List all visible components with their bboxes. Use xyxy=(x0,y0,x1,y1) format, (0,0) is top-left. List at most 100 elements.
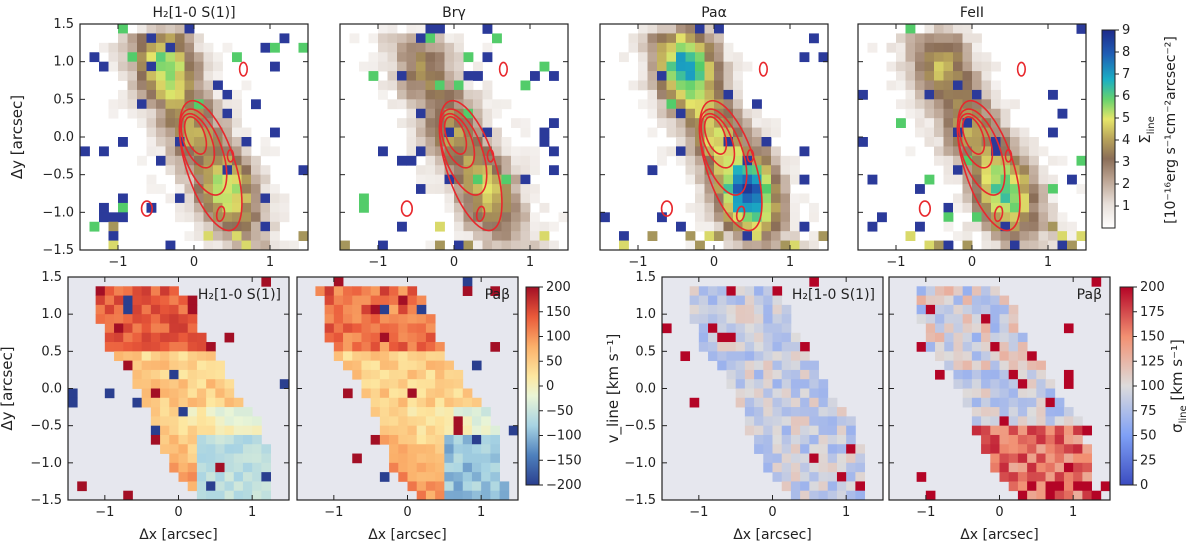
pixel xyxy=(761,127,772,138)
pixel xyxy=(695,240,705,251)
pixel xyxy=(289,240,299,251)
pixel xyxy=(118,61,128,72)
pixel xyxy=(406,33,417,44)
pixel xyxy=(1063,425,1074,436)
pixel xyxy=(215,416,225,427)
pixel xyxy=(962,351,973,362)
pixel xyxy=(407,416,418,427)
colorbar-gradient xyxy=(525,286,540,486)
pixel xyxy=(800,397,810,408)
pixel xyxy=(444,453,454,464)
pixel xyxy=(800,472,810,482)
pixel xyxy=(971,351,982,362)
pixel xyxy=(1063,453,1074,464)
pixel xyxy=(194,61,204,72)
pixel xyxy=(990,360,1000,371)
pixel xyxy=(416,472,427,482)
pixel xyxy=(558,212,569,223)
pixel xyxy=(1073,453,1083,464)
pixel xyxy=(251,184,261,194)
contours xyxy=(400,61,509,232)
y-axis-label: Δy [arcsec] xyxy=(8,95,26,179)
pixel xyxy=(463,231,474,241)
pixel xyxy=(241,212,252,223)
pixel xyxy=(453,388,464,399)
pixel xyxy=(735,332,746,343)
pixel xyxy=(1045,434,1056,445)
pixel xyxy=(905,33,916,44)
pixel xyxy=(481,472,491,482)
pixel xyxy=(981,108,992,119)
pixel xyxy=(146,137,157,147)
pixel xyxy=(169,295,179,306)
pixel xyxy=(754,444,764,454)
pixel xyxy=(343,342,353,352)
pixel xyxy=(771,146,781,157)
pixel xyxy=(818,481,829,492)
pixel xyxy=(539,202,550,213)
pixel xyxy=(435,61,445,72)
pixel xyxy=(915,52,925,63)
pixel xyxy=(251,99,261,110)
colorbar-tick-label: 75 xyxy=(1140,404,1157,419)
pixel xyxy=(935,295,945,306)
pixel xyxy=(260,240,271,251)
pixel xyxy=(1019,240,1030,251)
pixel xyxy=(416,388,427,399)
pixel xyxy=(251,202,261,213)
pixel xyxy=(444,127,455,138)
pixel xyxy=(184,71,195,81)
pixel xyxy=(781,472,792,482)
pixel xyxy=(685,127,696,138)
pixel xyxy=(763,369,773,380)
pixel xyxy=(435,388,445,399)
pixel xyxy=(141,351,152,362)
pixel xyxy=(981,286,991,296)
pixel xyxy=(213,240,223,251)
pixel xyxy=(196,444,207,454)
pixel xyxy=(867,174,878,185)
pixel xyxy=(657,212,667,223)
pixel xyxy=(169,369,179,380)
panel-title: Paα xyxy=(701,5,727,21)
pixel xyxy=(1008,425,1019,436)
pixel xyxy=(416,453,427,464)
pixel xyxy=(1008,304,1019,315)
pixel xyxy=(723,155,734,166)
pixel xyxy=(772,444,783,454)
pixel xyxy=(454,165,464,176)
pixel xyxy=(754,388,764,399)
pixel xyxy=(435,360,445,371)
pixel xyxy=(695,212,705,223)
pixel xyxy=(252,481,262,492)
pixel xyxy=(471,425,482,436)
pixel xyxy=(742,127,753,138)
pixel xyxy=(638,71,648,81)
pixel xyxy=(809,369,819,380)
pixel xyxy=(971,304,982,315)
pixel xyxy=(943,42,954,53)
pixel xyxy=(251,165,261,176)
pixel xyxy=(836,407,847,417)
pixel xyxy=(194,146,204,157)
pixel xyxy=(999,472,1010,482)
pixel xyxy=(934,127,944,138)
pixel xyxy=(407,444,418,454)
pixel xyxy=(972,146,982,157)
pixel xyxy=(416,137,426,147)
pixel xyxy=(935,286,945,296)
pixel xyxy=(462,434,473,445)
pixel xyxy=(184,42,195,53)
pixel xyxy=(203,240,214,251)
pixel xyxy=(714,33,724,44)
pixel xyxy=(733,193,743,204)
pixel xyxy=(676,99,686,110)
pixel xyxy=(780,184,791,194)
pixel xyxy=(416,33,426,44)
pixel xyxy=(714,108,724,119)
tick-label: −1.5 xyxy=(30,493,62,508)
pixel xyxy=(463,202,474,213)
pixel xyxy=(146,61,157,72)
